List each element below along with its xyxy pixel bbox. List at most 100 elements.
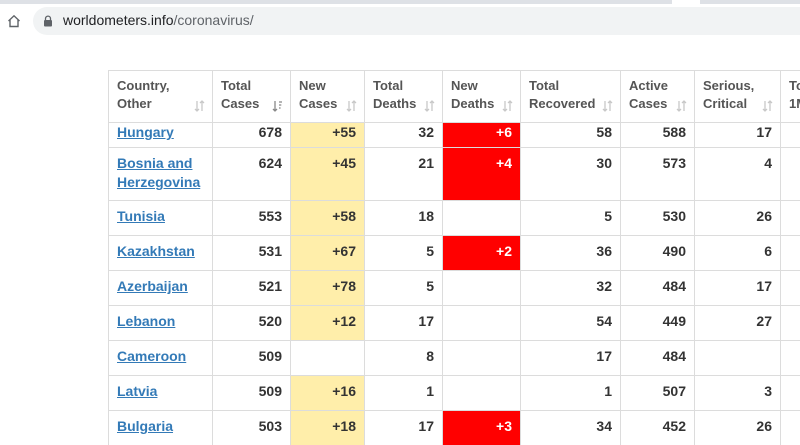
total-recovered-cell: 54 [520,305,621,341]
total-deaths-cell: 5 [364,270,443,306]
tot-per-1m-cell [780,122,800,148]
tot-per-1m-cell [780,235,800,271]
table-row: Latvia 509 +16 1 1 507 3 [108,375,800,411]
total-cases-cell: 521 [212,270,291,306]
new-deaths-cell [442,200,521,236]
table-row: Hungary 678 +55 32 +6 58 588 17 [108,122,800,148]
header-label-line2: 1M [789,96,800,111]
serious-critical-cell: 6 [694,235,781,271]
total-recovered-cell: 58 [520,122,621,148]
header-label-line1: To [789,78,800,93]
country-link[interactable]: Tunisia [117,208,165,224]
header-label-line2: Deaths [373,96,417,111]
table-row: Cameroon 509 8 17 484 [108,340,800,376]
country-link[interactable]: Bosnia and Herzegovina [117,155,201,190]
country-link[interactable]: Bulgaria [117,418,174,434]
country-cell: Cameroon [108,340,213,376]
new-deaths-cell: +4 [442,147,521,201]
total-recovered-column-header[interactable]: Total Recovered [520,70,621,123]
active-cases-cell: 490 [620,235,695,271]
total-cases-cell: 553 [212,200,291,236]
total-recovered-cell: 1 [520,375,621,411]
total-cases-cell: 509 [212,340,291,376]
table-body: Hungary 678 +55 32 +6 58 588 17 Bosnia and Herze… [108,122,800,445]
total-recovered-cell: 34 [520,410,621,445]
table-header: Country, Other Total Cases New Cases Total Deat… [108,70,800,123]
new-cases-cell: +45 [290,147,365,201]
tot-per-1m-cell [780,340,800,376]
country-cell: Kazakhstan [108,235,213,271]
total-deaths-cell: 17 [364,305,443,341]
total-recovered-cell: 30 [520,147,621,201]
tot-per-1m-cell [780,410,800,445]
total-cases-cell: 509 [212,375,291,411]
total-cases-cell: 520 [212,305,291,341]
serious-critical-cell: 26 [694,410,781,445]
table-row: Bosnia and Herzegovina 624 +45 21 +4 30 573 4 [108,147,800,201]
total-deaths-cell: 32 [364,122,443,148]
sort-icon[interactable] [346,100,357,112]
country-link[interactable]: Cameroon [117,348,187,364]
new-deaths-cell: +6 [442,122,521,148]
total-cases-cell: 503 [212,410,291,445]
header-label-line2: Cases [221,96,260,111]
header-label-line1: Total [221,78,252,93]
header-label-line1: New [451,78,478,93]
new-deaths-cell [442,375,521,411]
tot-per-1m-cell [780,147,800,201]
serious-critical-column-header[interactable]: Serious, Critical [694,70,781,123]
tot-per-1m-column-header[interactable]: To 1M [780,70,800,123]
table-row: Bulgaria 503 +18 17 +3 34 452 26 [108,410,800,445]
active-cases-column-header[interactable]: Active Cases [620,70,695,123]
sort-descending-icon[interactable] [272,100,283,112]
country-cell: Bosnia and Herzegovina [108,147,213,201]
header-label-line2: Cases [629,96,668,111]
total-deaths-cell: 5 [364,235,443,271]
country-cell: Tunisia [108,200,213,236]
address-bar[interactable]: worldometers.info/coronavirus/ [33,7,800,35]
header-label-line2: Recovered [529,96,596,111]
new-cases-cell: +12 [290,305,365,341]
home-icon [8,14,20,28]
total-recovered-cell: 36 [520,235,621,271]
home-button[interactable] [4,11,24,31]
new-deaths-cell [442,305,521,341]
sort-icon[interactable] [424,100,435,112]
serious-critical-cell [694,340,781,376]
header-row: Country, Other Total Cases New Cases Total Deat… [108,70,800,123]
total-cases-column-header[interactable]: Total Cases [212,70,291,123]
country-cell: Hungary [108,122,213,148]
header-label-line1: Active [629,78,669,93]
country-link[interactable]: Hungary [117,124,174,140]
sort-icon[interactable] [762,100,773,112]
active-cases-cell: 449 [620,305,695,341]
sort-icon[interactable] [194,100,205,112]
url-text: worldometers.info/coronavirus/ [63,12,254,28]
url-path: /coronavirus/ [173,12,254,28]
country-link[interactable]: Kazakhstan [117,243,195,259]
table-row: Azerbaijan 521 +78 5 32 484 17 [108,270,800,306]
serious-critical-cell: 4 [694,147,781,201]
country-link[interactable]: Lebanon [117,313,176,329]
new-cases-column-header[interactable]: New Cases [290,70,365,123]
country-link[interactable]: Latvia [117,383,158,399]
sort-icon[interactable] [602,100,613,112]
country-link[interactable]: Azerbaijan [117,278,188,294]
total-deaths-column-header[interactable]: Total Deaths [364,70,443,123]
country-cell: Latvia [108,375,213,411]
sort-icon[interactable] [502,100,513,112]
new-cases-cell: +16 [290,375,365,411]
header-label-line2: Cases [299,96,338,111]
tot-per-1m-cell [780,375,800,411]
sort-icon[interactable] [676,100,687,112]
new-cases-cell [290,340,365,376]
active-cases-cell: 573 [620,147,695,201]
total-deaths-cell: 18 [364,200,443,236]
total-cases-cell: 624 [212,147,291,201]
coronavirus-table-container: Country, Other Total Cases New Cases Total Deat… [108,70,800,445]
header-label-line1: New [299,78,326,93]
active-cases-cell: 588 [620,122,695,148]
active-cases-cell: 484 [620,270,695,306]
new-deaths-column-header[interactable]: New Deaths [442,70,521,123]
country-column-header[interactable]: Country, Other [108,70,213,123]
